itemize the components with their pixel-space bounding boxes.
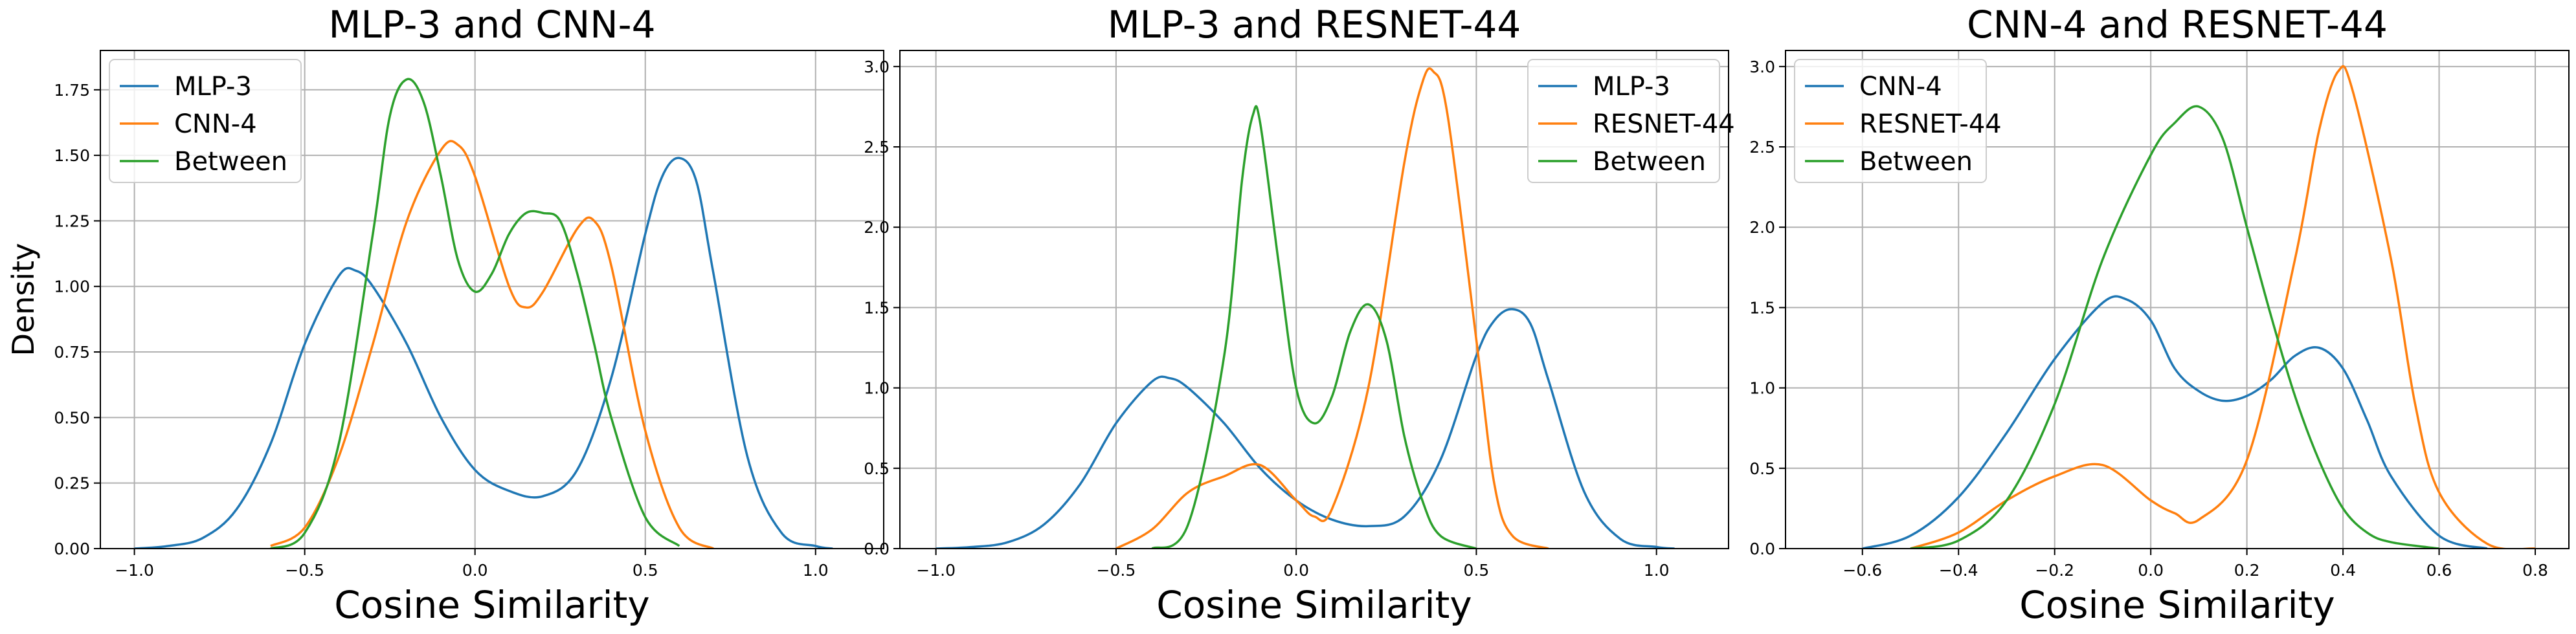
y-tick-label: 0.50 — [54, 408, 90, 427]
series-line-between — [270, 78, 680, 549]
chart-title: MLP-3 and RESNET-44 — [1108, 3, 1521, 47]
y-tick-label: 3.0 — [864, 58, 890, 76]
legend: MLP-3 CNN-4 Between — [109, 59, 302, 183]
y-tick-label: 0.75 — [54, 343, 90, 362]
y-tick-label: 2.5 — [1749, 138, 1775, 157]
x-axis-label: Cosine Similarity — [334, 583, 649, 627]
y-tick-label: 1.5 — [1749, 298, 1775, 317]
chart-panel-1: −1.0 −0.5 0.0 0.5 1.0 0.00 0.25 0.50 0.75 1.00 1.2… — [6, 3, 884, 627]
series-line-mlp-3 — [935, 308, 1675, 549]
x-tick-label: 1.0 — [1644, 561, 1670, 580]
y-tick-label: 0.0 — [864, 540, 890, 558]
legend-label: Between — [174, 147, 287, 177]
x-axis-label: Cosine Similarity — [2019, 583, 2335, 627]
y-tick-label: 0.5 — [1749, 459, 1775, 478]
x-tick-label: −0.5 — [1097, 561, 1136, 580]
y-tick-label: 1.5 — [864, 298, 890, 317]
x-tick-label: −0.5 — [285, 561, 324, 580]
chart-title: CNN-4 and RESNET-44 — [1967, 3, 2388, 47]
chart-title: MLP-3 and CNN-4 — [329, 3, 656, 47]
x-tick-label: 0.2 — [2234, 561, 2260, 580]
y-tick-label: 1.0 — [864, 379, 890, 398]
y-tick-label: 0.0 — [1749, 540, 1775, 558]
y-axis-label: Density — [6, 243, 41, 356]
x-tick-label: 0.5 — [1464, 561, 1490, 580]
legend-label: MLP-3 — [1593, 72, 1670, 102]
x-tick-label: −0.4 — [1939, 561, 1978, 580]
legend-label: Between — [1859, 147, 1973, 177]
y-tick-label: 1.25 — [54, 212, 90, 230]
legend-label: CNN-4 — [174, 109, 257, 139]
series-line-cnn-4 — [1862, 295, 2488, 549]
legend-label: RESNET-44 — [1859, 109, 2002, 139]
chart-panel-3: −0.6 −0.4 −0.2 0.0 0.2 0.4 0.6 0.8 0.0 0.5 1.0 1.5 2… — [1749, 3, 2570, 627]
y-tick-label: 2.5 — [864, 138, 890, 157]
x-tick-label: −0.2 — [2035, 561, 2074, 580]
x-tick-label: 1.0 — [803, 561, 829, 580]
x-tick-label: 0.5 — [633, 561, 658, 580]
y-tick-label: 2.0 — [1749, 218, 1775, 237]
x-tick-label: −1.0 — [916, 561, 956, 580]
chart-panel-2: −1.0 −0.5 0.0 0.5 1.0 0.0 0.5 1.0 1.5 2.0 2.5 3.0 ML… — [864, 3, 1735, 627]
y-tick-label: 1.0 — [1749, 379, 1775, 398]
y-tick-label: 1.00 — [54, 278, 90, 296]
x-tick-label: 0.4 — [2330, 561, 2356, 580]
series-line-resnet-44 — [1910, 65, 2536, 549]
x-tick-label: 0.0 — [462, 561, 488, 580]
legend-label: RESNET-44 — [1593, 109, 1735, 139]
plot-frame — [100, 50, 884, 549]
y-tick-label: 0.00 — [54, 540, 90, 558]
plot-frame — [899, 50, 1729, 549]
y-tick-label: 2.0 — [864, 218, 890, 237]
y-tick-label: 0.25 — [54, 474, 90, 493]
x-tick-label: 0.0 — [2138, 561, 2164, 580]
x-tick-label: 0.0 — [1283, 561, 1309, 580]
y-tick-label: 1.75 — [54, 81, 90, 100]
legend: MLP-3 RESNET-44 Between — [1527, 59, 1735, 183]
x-tick-label: −1.0 — [115, 561, 154, 580]
x-tick-label: −0.6 — [1842, 561, 1882, 580]
plot-frame — [1785, 50, 2570, 549]
series-line-between — [1151, 105, 1477, 549]
y-tick-label: 0.5 — [864, 459, 890, 478]
legend-box — [1794, 59, 1987, 183]
y-tick-label: 3.0 — [1749, 58, 1775, 76]
series-line-mlp-3 — [134, 157, 833, 549]
y-tick-label: 1.50 — [54, 146, 90, 165]
legend-box — [109, 59, 302, 183]
legend-label: Between — [1593, 147, 1706, 177]
series-line-resnet-44 — [1115, 67, 1549, 549]
series-line-cnn-4 — [270, 140, 714, 549]
legend: CNN-4 RESNET-44 Between — [1794, 59, 2002, 183]
legend-label: CNN-4 — [1859, 72, 1942, 102]
series-line-between — [1910, 105, 2439, 549]
x-tick-label: 0.8 — [2522, 561, 2548, 580]
x-tick-label: 0.6 — [2426, 561, 2452, 580]
legend-box — [1527, 59, 1720, 183]
legend-label: MLP-3 — [174, 72, 252, 102]
x-axis-label: Cosine Similarity — [1156, 583, 1472, 627]
